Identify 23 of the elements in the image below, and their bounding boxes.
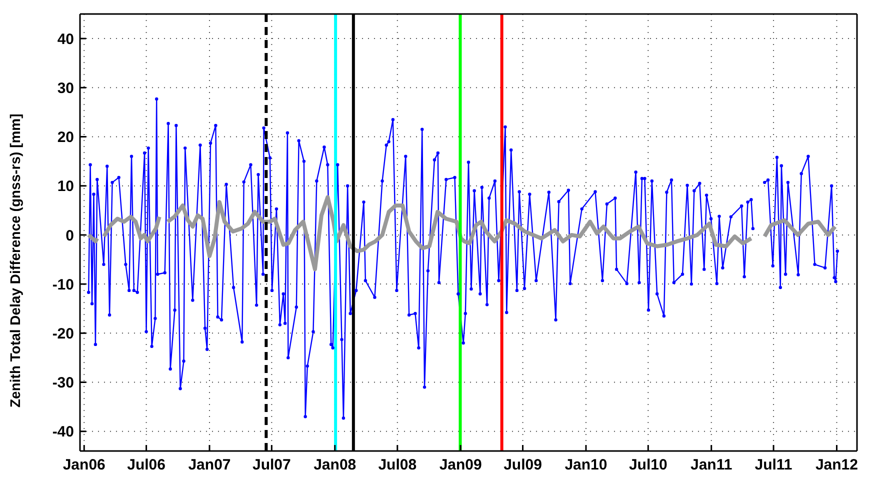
y-tick-label: 40 — [57, 30, 74, 48]
y-tick-label: 10 — [57, 178, 74, 196]
y-tick-label: -10 — [52, 276, 74, 294]
y-tick-label: 0 — [66, 227, 74, 244]
y-tick-label: -40 — [52, 424, 74, 441]
x-tick-label: Jul10 — [628, 456, 668, 474]
x-tick-label: Jan08 — [314, 456, 356, 474]
x-tick-label: Jul11 — [754, 456, 792, 474]
y-tick-label: 30 — [57, 80, 74, 97]
x-tick-label: Jan12 — [815, 456, 858, 474]
x-tick-label: Jan10 — [564, 456, 608, 474]
x-tick-label: Jul08 — [378, 456, 417, 474]
y-axis-title: Zenith Total Delay Difference (gnss-rs) [mm] — [6, 114, 23, 408]
x-tick-label: Jul09 — [504, 456, 542, 474]
y-tick-label: 20 — [57, 129, 74, 146]
x-tick-label: Jan11 — [690, 456, 732, 474]
x-tick-label: Jul07 — [252, 456, 291, 474]
x-tick-label: Jan09 — [439, 456, 482, 474]
x-tick-label: Jul06 — [127, 456, 166, 474]
x-tick-label: Jan06 — [62, 456, 106, 474]
y-tick-label: -20 — [52, 325, 74, 342]
x-tick-label: Jan07 — [188, 456, 231, 474]
y-tick-label: -30 — [52, 374, 74, 392]
